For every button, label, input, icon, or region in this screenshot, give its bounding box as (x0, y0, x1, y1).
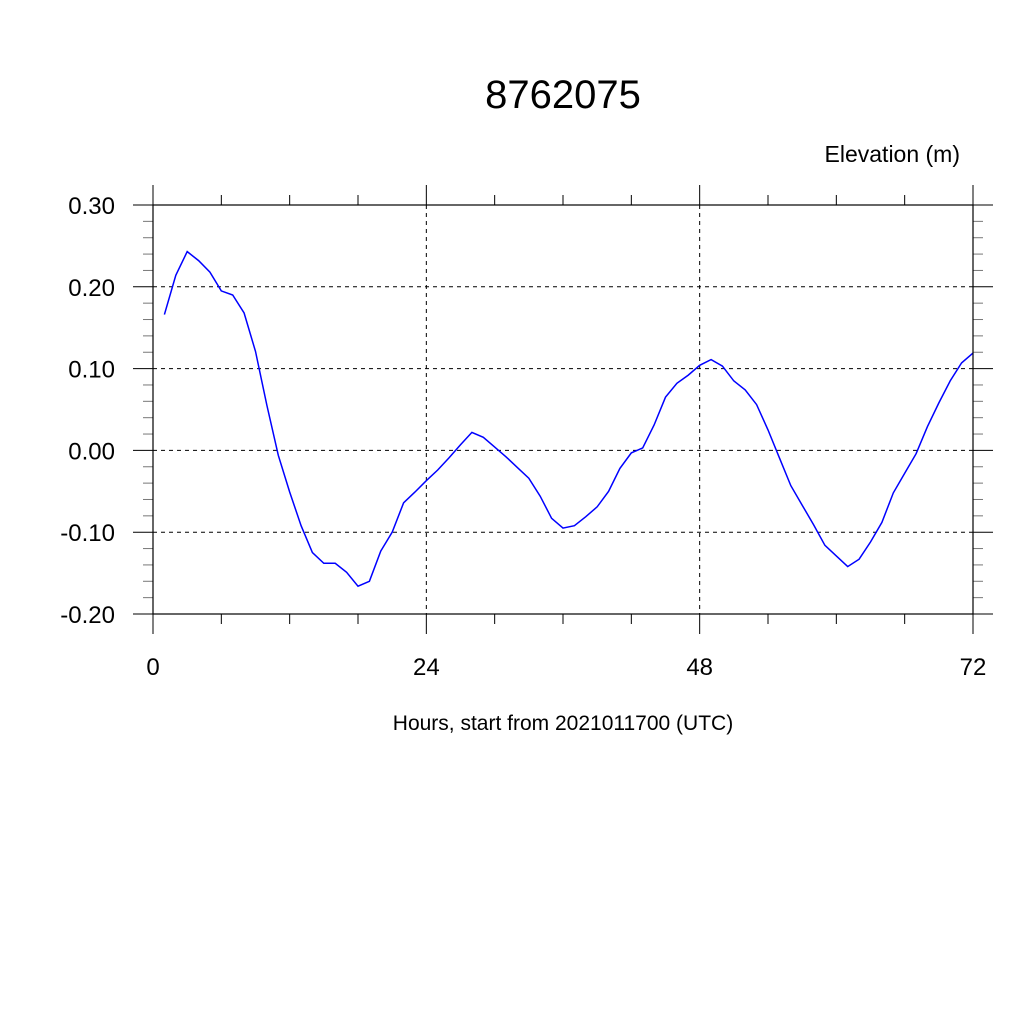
y-axis-label: Elevation (m) (825, 141, 960, 167)
y-tick-label: -0.20 (60, 602, 115, 629)
grid (152, 204, 974, 615)
y-tick-label: 0.10 (68, 357, 115, 384)
x-axis-label: Hours, start from 2021011700 (UTC) (393, 712, 733, 735)
plot-frame (152, 204, 974, 615)
x-tick-label: 48 (686, 654, 713, 681)
x-tick-label: 24 (413, 654, 440, 681)
chart-title: 8762075 (485, 73, 641, 117)
y-tick-label: 0.20 (68, 275, 115, 302)
y-tick-label: 0.00 (68, 438, 115, 465)
x-tick-label: 72 (960, 654, 987, 681)
axis-ticks (133, 185, 993, 634)
y-tick-label: -0.10 (60, 520, 115, 547)
y-tick-label: 0.30 (68, 193, 115, 220)
series-line-elevation (163, 250, 974, 588)
tick-labels: 0 24 48 72 -0.20 -0.10 0.00 0.10 0.20 0.30 (60, 193, 986, 681)
x-tick-label: 0 (146, 654, 159, 681)
